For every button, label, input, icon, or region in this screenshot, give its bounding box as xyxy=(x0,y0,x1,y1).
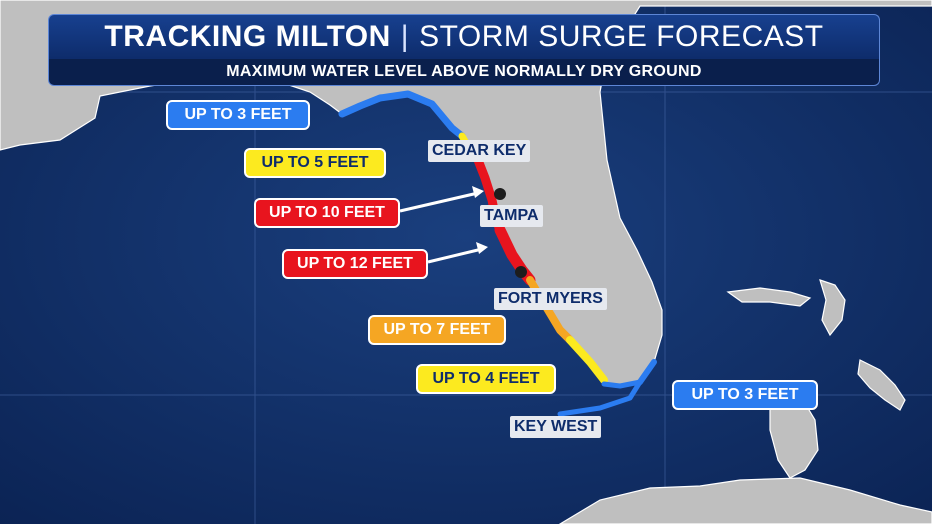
header-banner: TRACKING MILTON | STORM SURGE FORECAST M… xyxy=(48,14,880,86)
sarasota-arrow-head xyxy=(476,242,488,254)
tampa-arrow-head xyxy=(472,186,484,198)
grand-bahama xyxy=(726,287,812,307)
city-label-fort-myers: FORT MYERS xyxy=(494,288,607,310)
surge-band-keys xyxy=(557,379,643,417)
surge-band-everglades xyxy=(566,336,608,384)
surge-label-east-coast: UP TO 3 FEET xyxy=(672,380,818,410)
cuba xyxy=(558,477,932,524)
page-subtitle: STORM SURGE FORECAST xyxy=(419,20,824,53)
surge-label-big-bend: UP TO 5 FEET xyxy=(244,148,386,178)
surge-band-panhandle xyxy=(338,90,466,140)
pointer-arrows xyxy=(399,186,488,264)
eleuthera-island xyxy=(857,359,906,411)
surge-label-naples: UP TO 7 FEET xyxy=(368,315,506,345)
city-label-key-west: KEY WEST xyxy=(510,416,602,438)
fort-myers-dot xyxy=(515,266,527,278)
surge-label-panhandle: UP TO 3 FEET xyxy=(166,100,310,130)
surge-label-sarasota: UP TO 12 FEET xyxy=(282,249,428,279)
city-label-tampa: TAMPA xyxy=(480,205,543,227)
city-label-cedar-key: CEDAR KEY xyxy=(428,140,531,162)
sarasota-pointer-arrow xyxy=(427,247,483,264)
surge-label-everglades: UP TO 4 FEET xyxy=(416,364,556,394)
tagline-text: MAXIMUM WATER LEVEL ABOVE NORMALLY DRY G… xyxy=(226,63,702,80)
tampa-pointer-arrow xyxy=(399,191,479,213)
tampa-dot xyxy=(494,188,506,200)
surge-band-east-keys xyxy=(637,359,657,385)
title-bar: TRACKING MILTON | STORM SURGE FORECAST xyxy=(48,14,880,59)
page-title: TRACKING MILTON xyxy=(104,20,391,53)
tagline-bar: MAXIMUM WATER LEVEL ABOVE NORMALLY DRY G… xyxy=(48,59,880,86)
abaco-island xyxy=(819,279,846,337)
surge-label-tampa-bay: UP TO 10 FEET xyxy=(254,198,400,228)
title-separator: | xyxy=(400,20,410,53)
